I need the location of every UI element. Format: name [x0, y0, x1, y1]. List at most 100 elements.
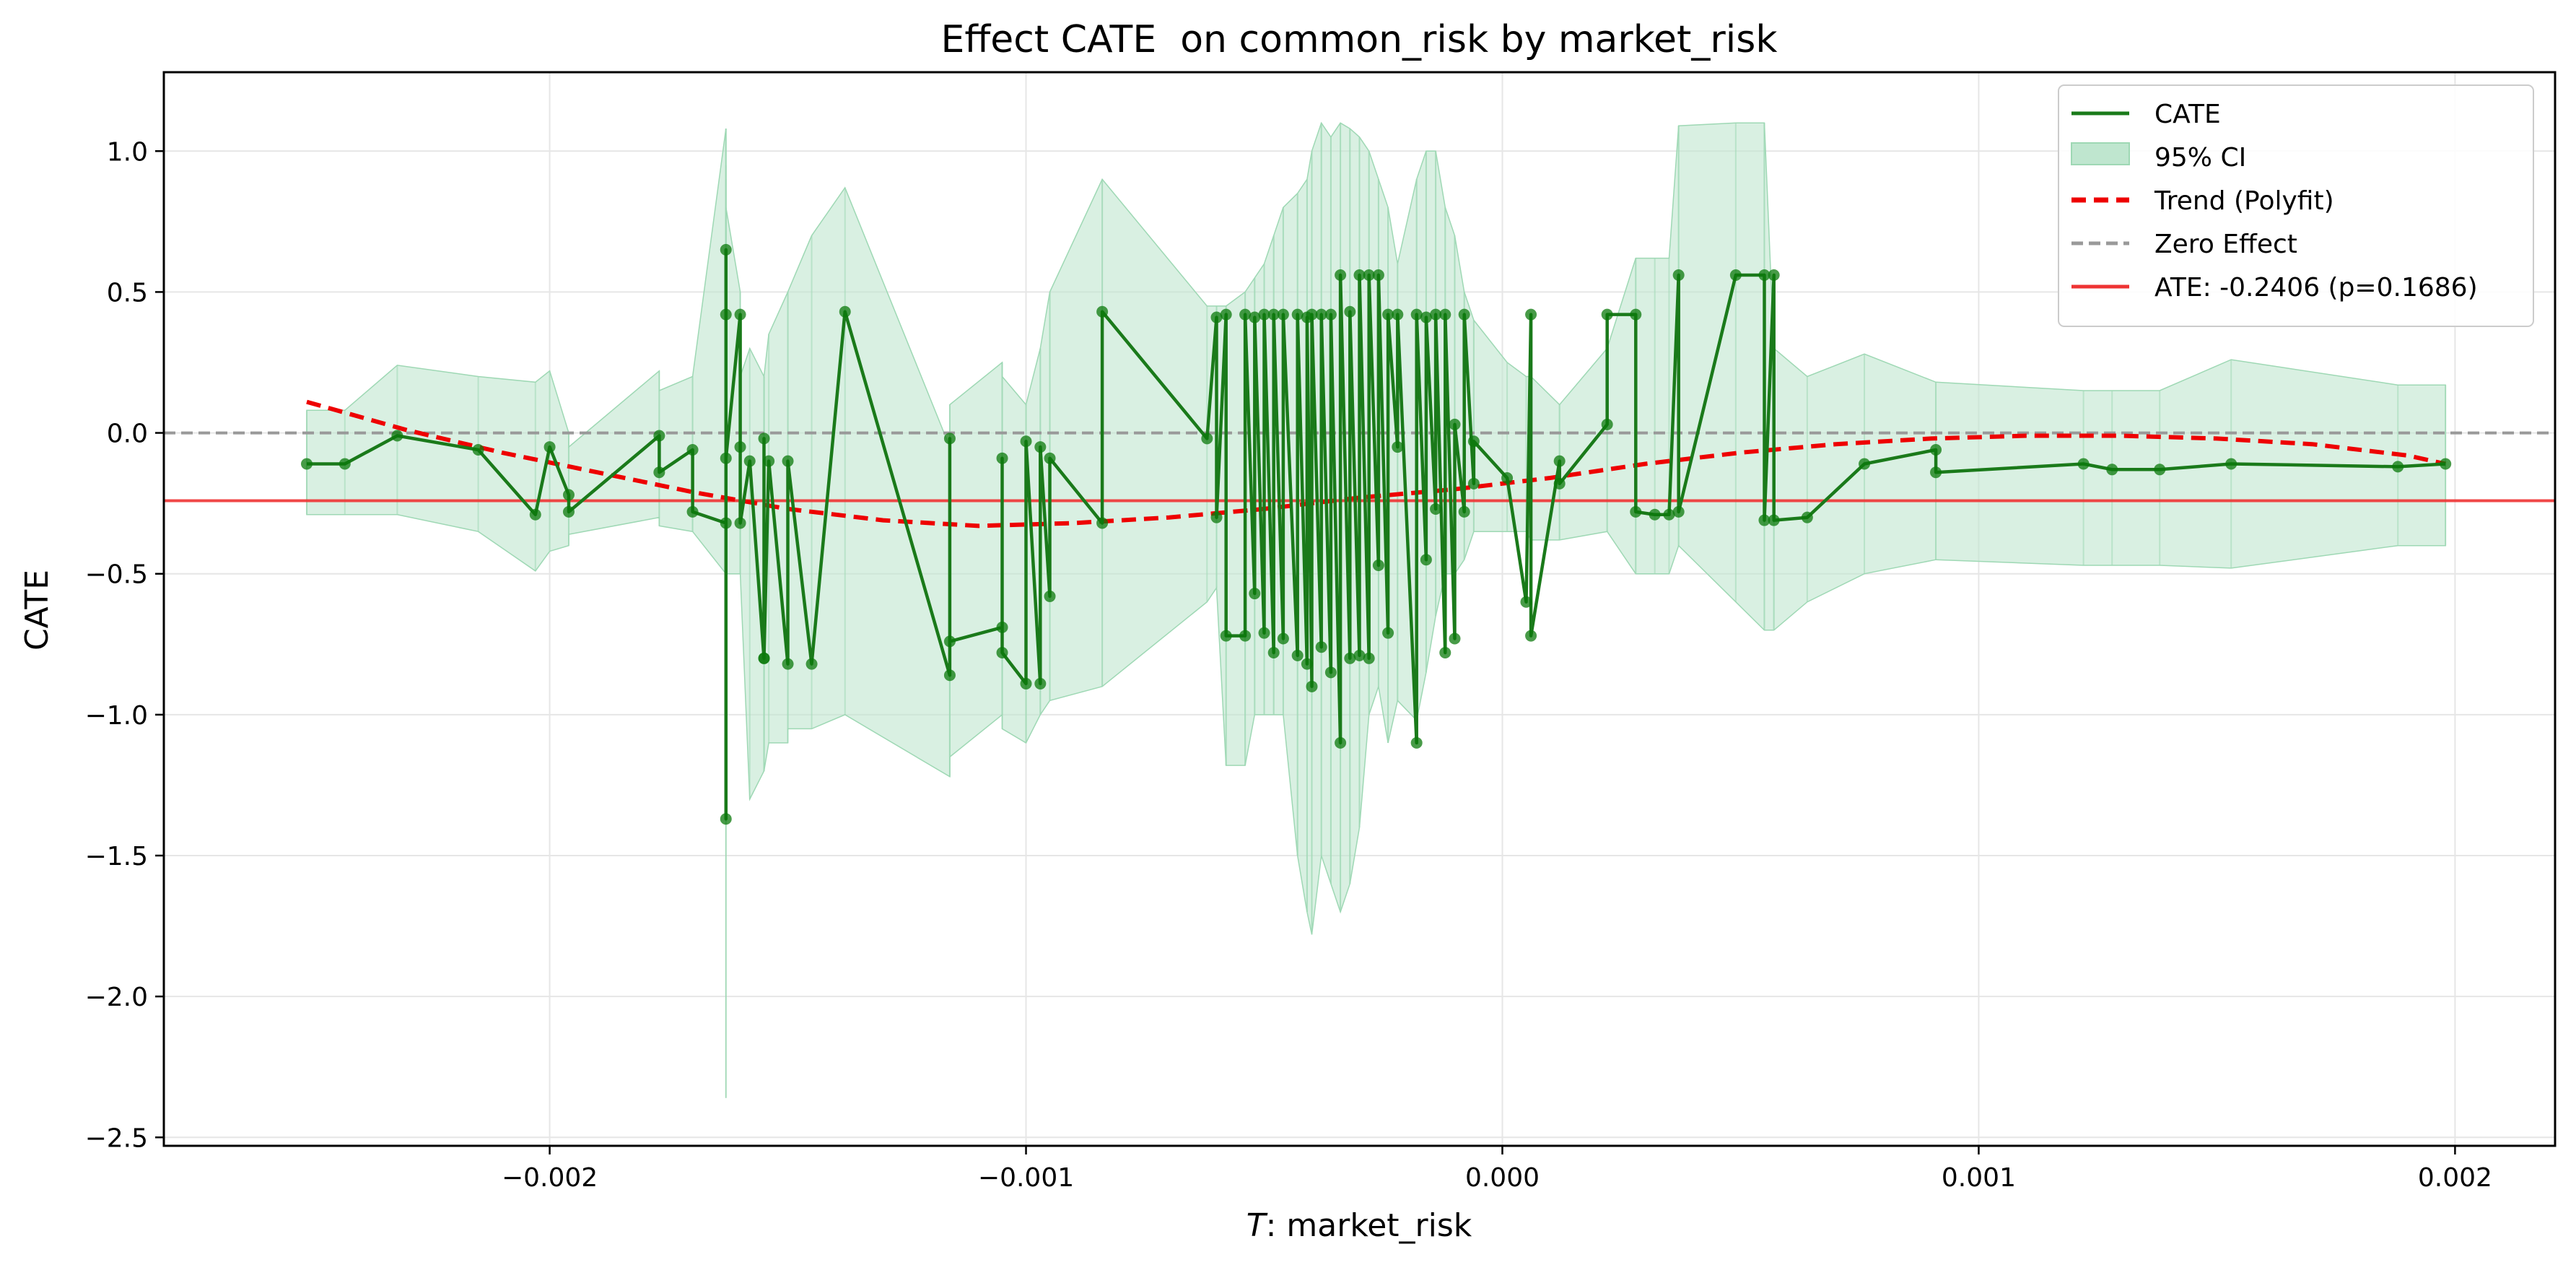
- y-tick-label: −1.0: [85, 701, 148, 731]
- cate-point: [720, 308, 732, 321]
- cate-point: [1291, 649, 1304, 661]
- cate-point: [529, 508, 541, 521]
- cate-point: [758, 652, 770, 664]
- cate-point: [1363, 652, 1375, 664]
- cate-point: [1758, 514, 1771, 526]
- cate-points: [300, 243, 2452, 825]
- cate-point: [1315, 308, 1327, 321]
- cate-point: [743, 455, 756, 467]
- cate-point: [839, 305, 851, 318]
- plot-frame: [162, 71, 2557, 1147]
- cate-point: [1258, 627, 1270, 639]
- cate-point: [2225, 458, 2237, 470]
- cate-point: [1034, 441, 1047, 453]
- cate-point: [1277, 632, 1289, 645]
- x-axis-label: T: market_risk: [1246, 1207, 1472, 1244]
- cate-point: [1220, 308, 1232, 321]
- x-axis-label-text: : market_risk: [1266, 1207, 1472, 1244]
- cate-point: [720, 813, 732, 825]
- cate-point: [686, 443, 699, 456]
- cate-point: [2392, 461, 2404, 473]
- cate-point: [653, 430, 665, 442]
- cate-point: [1768, 269, 1780, 282]
- cate-point: [1458, 505, 1470, 518]
- cate-point: [1249, 588, 1261, 600]
- cate-point: [1663, 508, 1675, 521]
- cate-point: [543, 441, 556, 453]
- cate-point: [782, 658, 794, 670]
- legend-label-cate: CATE: [2154, 100, 2221, 129]
- cate-point: [805, 658, 818, 670]
- cate-point: [1210, 511, 1223, 523]
- cate-point: [1044, 452, 1056, 464]
- cate-point: [1420, 311, 1432, 323]
- cate-point: [2077, 458, 2090, 470]
- y-tick-label: −2.0: [85, 983, 148, 1012]
- cate-point: [1649, 508, 1661, 521]
- cate-point: [1930, 466, 1942, 479]
- cate-point: [1410, 308, 1423, 321]
- cate-point: [1353, 649, 1366, 661]
- cate-point: [1382, 627, 1394, 639]
- cate-point: [1363, 269, 1375, 282]
- cate-point: [1392, 308, 1404, 321]
- cate-point: [1382, 308, 1394, 321]
- cate-point: [1315, 641, 1327, 653]
- y-axis-label: CATE: [19, 570, 56, 651]
- cate-point: [1467, 435, 1480, 448]
- cate-point: [1239, 630, 1252, 642]
- y-tick-label: 0.0: [107, 419, 148, 449]
- cate-point: [1239, 308, 1252, 321]
- cate-point: [1020, 435, 1032, 448]
- legend: CATE 95% CI Trend (Polyfit) Zero Effect …: [2058, 84, 2534, 327]
- cate-point: [758, 432, 770, 445]
- cate-point: [1430, 308, 1442, 321]
- cate-point: [2154, 464, 2166, 476]
- cate-point: [1301, 658, 1313, 670]
- cate-point: [1458, 308, 1470, 321]
- legend-label-trend: Trend (Polyfit): [2154, 186, 2334, 216]
- cate-point: [1439, 308, 1451, 321]
- cate-point: [720, 243, 732, 256]
- y-tick-label: 1.0: [107, 137, 148, 167]
- cate-point: [1410, 736, 1423, 749]
- cate-point: [1344, 652, 1356, 664]
- cate-point: [1335, 736, 1347, 749]
- cate-point: [720, 517, 732, 529]
- cate-point: [1672, 505, 1685, 518]
- cate-point: [1267, 646, 1280, 658]
- cate-point: [1306, 680, 1318, 692]
- cate-point: [734, 517, 746, 529]
- cate-point: [996, 646, 1008, 658]
- cate-point: [996, 621, 1008, 633]
- cate-point: [1439, 646, 1451, 658]
- cate-point: [1672, 269, 1685, 282]
- cate-point: [562, 489, 575, 501]
- x-axis-ticks: −0.002 −0.001 0.000 0.001 0.002: [502, 1146, 2492, 1193]
- cate-point: [1601, 308, 1613, 321]
- legend-label-ci: 95% CI: [2154, 143, 2246, 173]
- cate-point: [1430, 503, 1442, 515]
- cate-point: [1392, 441, 1404, 453]
- cate-point: [1601, 418, 1613, 430]
- x-tick-label: 0.000: [1465, 1163, 1540, 1193]
- legend-label-ate: ATE: -0.2406 (p=0.1686): [2154, 273, 2478, 303]
- cate-point: [1525, 308, 1537, 321]
- cate-point: [1020, 677, 1032, 690]
- cate-point: [391, 430, 403, 442]
- cate-point: [472, 443, 484, 456]
- cate-point: [1267, 308, 1280, 321]
- legend-label-zero: Zero Effect: [2154, 230, 2297, 259]
- y-tick-label: −0.5: [85, 560, 148, 590]
- cate-point: [1553, 455, 1566, 467]
- cate-point: [1258, 308, 1270, 321]
- cate-point: [1372, 560, 1384, 572]
- x-tick-label: −0.001: [978, 1163, 1074, 1193]
- cate-point: [1758, 269, 1771, 282]
- trend-line: [306, 399, 2446, 529]
- y-tick-label: −2.5: [85, 1123, 148, 1153]
- cate-point: [2440, 458, 2452, 470]
- cate-point: [1630, 505, 1642, 518]
- y-axis-ticks: 1.0 0.5 0.0 −0.5 −1.0 −1.5 −2.0 −2.5: [85, 137, 164, 1153]
